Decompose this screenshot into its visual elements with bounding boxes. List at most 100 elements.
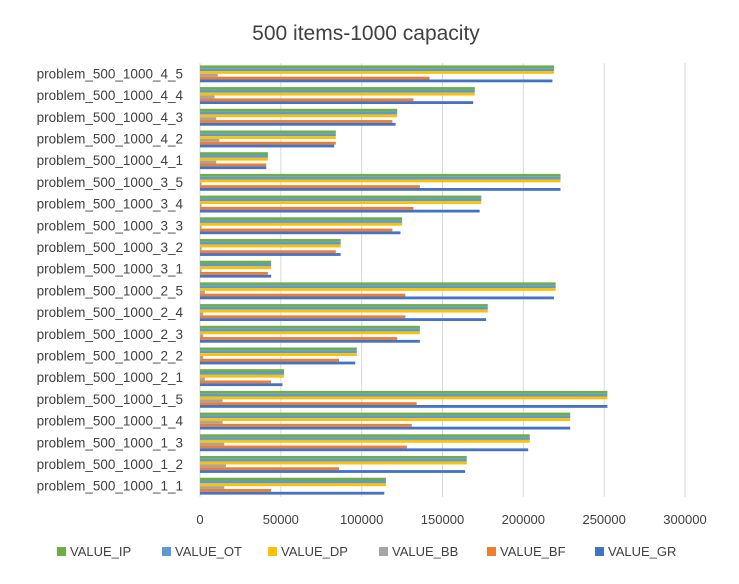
bar-value-ip	[200, 347, 357, 351]
bar-value-bb	[200, 138, 220, 142]
bar-value-ot	[200, 263, 272, 267]
bar-value-bb	[200, 204, 202, 207]
bar-value-bb	[200, 225, 202, 229]
bar-value-dp	[200, 179, 561, 183]
bar-value-ot	[200, 89, 475, 93]
bar-value-ot	[200, 437, 530, 440]
bar-value-bf	[200, 445, 407, 449]
bar-value-ip	[200, 217, 403, 221]
bar-value-ot	[200, 220, 403, 223]
bar-value-ot	[200, 111, 398, 115]
bar-value-bf	[200, 293, 406, 297]
bar-value-bf	[200, 358, 340, 362]
bar-value-dp	[200, 288, 556, 291]
bar-value-ip	[200, 390, 608, 394]
bar-value-bf	[200, 315, 406, 319]
bar-value-ot	[200, 241, 341, 245]
bar-value-ip	[200, 260, 272, 264]
bar-value-ot	[200, 393, 608, 397]
bar-value-dp	[200, 374, 285, 378]
legend-label: VALUE_IP	[70, 544, 131, 559]
bar-value-dp	[200, 309, 488, 313]
bar-value-bb	[200, 117, 217, 121]
bar-value-gr	[200, 404, 608, 408]
bar-value-gr	[200, 426, 571, 430]
legend-item: VALUE_IP	[57, 544, 131, 559]
bar-value-ip	[200, 325, 420, 329]
bar-value-bf	[200, 206, 414, 210]
bar-value-gr	[200, 231, 401, 235]
bar-value-bb	[200, 312, 204, 316]
bar-value-bb	[200, 421, 223, 424]
legend-label: VALUE_BF	[500, 544, 566, 559]
bar-value-dp	[200, 136, 336, 139]
bar-value-ip	[200, 87, 475, 90]
category-label: problem_500_1000_1_2	[37, 457, 183, 472]
legend-swatch	[379, 547, 388, 556]
category-label: problem_500_1000_3_3	[37, 218, 183, 233]
legend-swatch	[57, 547, 66, 556]
bar-value-ot	[200, 306, 488, 310]
category-label: problem_500_1000_2_5	[37, 283, 183, 298]
bar-value-bb	[200, 377, 205, 381]
category-label: problem_500_1000_3_2	[37, 240, 183, 255]
bar-value-dp	[200, 418, 571, 422]
bar-value-ot	[200, 415, 571, 419]
gridlines	[199, 63, 686, 497]
bar-value-ip	[200, 238, 341, 242]
bar-value-ot	[200, 350, 357, 354]
category-label: problem_500_1000_2_3	[37, 327, 183, 342]
bar-value-gr	[200, 122, 396, 126]
x-tick-label: 300000	[663, 512, 706, 527]
bar-value-ot	[200, 285, 556, 289]
bar-value-gr	[200, 253, 341, 256]
legend-item: VALUE_GR	[595, 544, 676, 559]
bar-value-bb	[200, 486, 225, 489]
x-tick-label: 50000	[263, 512, 299, 527]
legend-swatch	[268, 547, 277, 556]
category-label: problem_500_1000_3_1	[37, 262, 183, 277]
category-label: problem_500_1000_4_5	[37, 66, 183, 81]
bar-value-bf	[200, 402, 417, 405]
bar-value-dp	[200, 483, 386, 487]
category-label: problem_500_1000_4_2	[37, 131, 183, 146]
bar-value-bb	[200, 160, 217, 164]
bar-value-gr	[200, 383, 283, 387]
bar-value-gr	[200, 361, 356, 365]
bar-value-ip	[200, 304, 488, 307]
category-label: problem_500_1000_2_2	[37, 348, 183, 363]
bar-value-ot	[200, 328, 420, 332]
bar-value-bb	[200, 464, 226, 468]
x-tick-label: 100000	[340, 512, 383, 527]
bar-value-bf	[200, 163, 267, 167]
bar-value-dp	[200, 331, 420, 335]
legend-item: VALUE_BF	[487, 544, 566, 559]
bar-value-bf	[200, 271, 268, 275]
category-label: problem_500_1000_2_4	[37, 305, 184, 320]
bar-value-bb	[200, 290, 205, 294]
x-axis-tick-labels: 0 50000 100000 150000 200000 250000 300000	[196, 512, 706, 527]
bar-value-ip	[200, 282, 556, 286]
category-labels: problem_500_1000_1_1 problem_500_1000_1_2…	[37, 66, 184, 493]
bar-value-gr	[200, 339, 420, 343]
bar-value-bb	[200, 95, 215, 99]
bar-value-dp	[200, 244, 341, 248]
bar-value-gr	[200, 101, 474, 105]
bar-value-bb	[200, 247, 202, 251]
bar-value-dp	[200, 461, 467, 465]
bar-value-ip	[200, 195, 482, 199]
bar-value-ip	[200, 369, 285, 373]
bar-value-bf	[200, 141, 336, 145]
bar-value-bb	[200, 269, 202, 272]
bar-value-dp	[200, 439, 530, 443]
bar-value-ip	[200, 173, 561, 177]
legend-item: VALUE_OT	[162, 544, 242, 559]
category-label: problem_500_1000_4_4	[37, 88, 184, 103]
legend-swatch	[162, 547, 171, 556]
bar-value-gr	[200, 296, 555, 300]
category-label: problem_500_1000_2_1	[37, 370, 183, 385]
bar-value-gr	[200, 187, 561, 191]
legend-label: VALUE_OT	[175, 544, 242, 559]
bar-value-ot	[200, 458, 467, 462]
bar-value-bf	[200, 98, 414, 102]
